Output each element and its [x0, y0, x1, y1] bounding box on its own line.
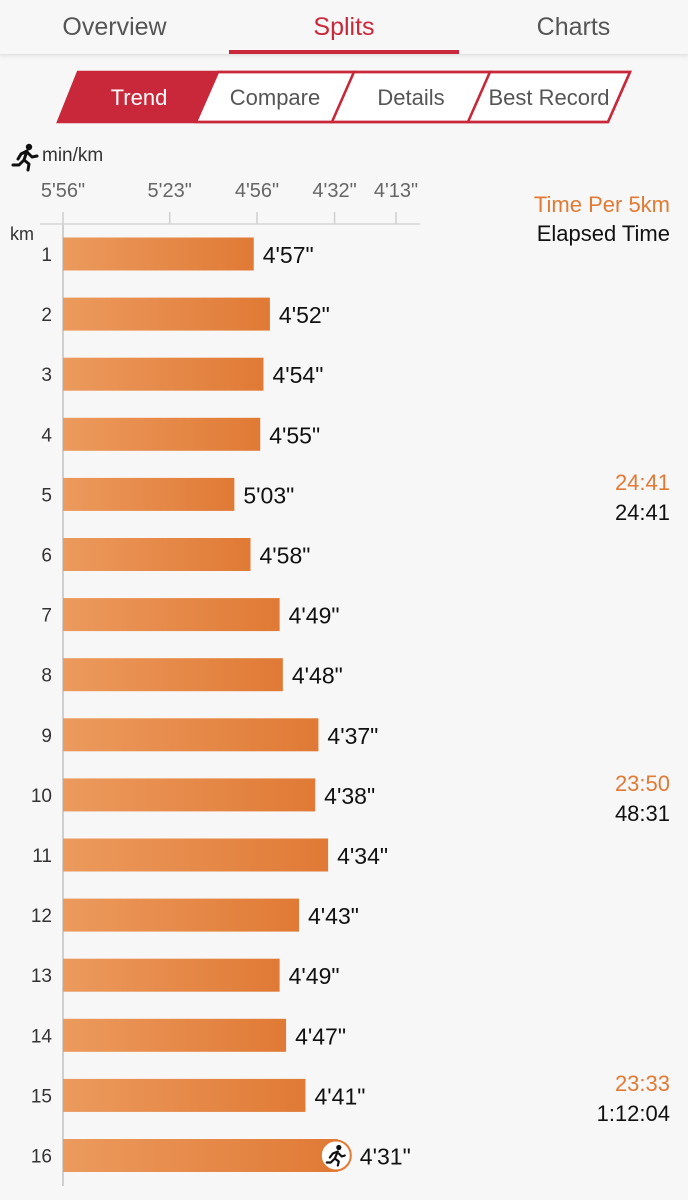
x-tick-label: 4'13": [373, 180, 419, 202]
segmented-control-frame: [56, 70, 632, 124]
pace-value-label: 4'31": [360, 1144, 411, 1170]
tab-splits[interactable]: Splits: [313, 12, 375, 41]
runner-icon: [319, 1139, 352, 1172]
pace-bar[interactable]: [63, 417, 261, 451]
pace-bar[interactable]: [63, 838, 329, 872]
pace-bar[interactable]: [63, 1078, 306, 1112]
pace-bar[interactable]: [63, 898, 300, 932]
pace-value-label: 4'49": [289, 603, 340, 629]
tab-charts[interactable]: Charts: [536, 12, 611, 41]
pace-value-label: 4'41": [314, 1083, 365, 1109]
km-label: 10: [31, 786, 52, 807]
x-tick-label: 5'23": [147, 180, 192, 202]
legend-time-per-5km: Time Per 5km: [533, 192, 670, 217]
pace-bar[interactable]: [63, 718, 319, 752]
km-label: 6: [41, 546, 52, 567]
pace-bar[interactable]: [63, 598, 280, 632]
checkpoint-time-per-5km: 24:41: [614, 470, 670, 496]
x-unit-label: min/km: [42, 145, 104, 166]
pace-bar[interactable]: [63, 237, 254, 271]
pace-value-label: 4'57": [263, 242, 314, 268]
pace-value-label: 4'54": [272, 362, 323, 388]
y-axis-label: km: [10, 224, 34, 244]
checkpoint-time-per-5km: 23:50: [614, 770, 670, 796]
subtab-trend[interactable]: Trend: [110, 85, 168, 110]
legend-elapsed-time: Elapsed Time: [536, 221, 670, 246]
pace-bar[interactable]: [63, 958, 280, 992]
checkpoint-time-per-5km: 23:33: [614, 1071, 670, 1097]
pace-value-label: 4'37": [327, 723, 378, 749]
pace-value-label: 5'03": [243, 482, 294, 508]
km-label: 14: [31, 1026, 53, 1047]
segmented-outline: [56, 70, 632, 124]
km-label: 2: [41, 305, 52, 326]
km-label: 12: [31, 906, 52, 927]
pace-value-label: 4'38": [324, 783, 375, 809]
top-tab-bar: Overview Splits Charts: [0, 0, 688, 55]
pace-value-label: 4'34": [337, 843, 388, 869]
pace-value-label: 4'43": [308, 903, 359, 929]
pace-bar[interactable]: [63, 658, 283, 692]
pace-bar[interactable]: [63, 1018, 287, 1052]
checkpoint-elapsed-time: 1:12:04: [596, 1101, 670, 1127]
pace-bar[interactable]: [63, 538, 251, 571]
km-label: 3: [41, 365, 52, 386]
km-label: 11: [32, 846, 52, 867]
tab-overview[interactable]: Overview: [62, 12, 167, 41]
pace-bar[interactable]: [63, 1139, 338, 1172]
subtab-details[interactable]: Details: [377, 85, 445, 110]
runner-icon: [11, 143, 39, 172]
pace-bar[interactable]: [63, 477, 235, 511]
checkpoint-elapsed-time: 48:31: [614, 800, 670, 826]
km-label: 15: [31, 1086, 52, 1107]
km-label: 4: [41, 425, 52, 446]
km-label: 13: [31, 966, 52, 987]
x-tick-label: 4'56": [234, 180, 280, 202]
pace-value-label: 4'49": [289, 963, 340, 989]
pace-bar[interactable]: [63, 778, 316, 812]
km-label: 9: [41, 726, 52, 747]
pace-value-label: 4'55": [269, 422, 320, 448]
pace-value-label: 4'47": [295, 1023, 346, 1049]
active-tab-indicator: [229, 50, 459, 54]
subtab-compare[interactable]: Compare: [229, 85, 321, 110]
pace-bar[interactable]: [63, 357, 264, 391]
checkpoint-elapsed-time: 24:41: [614, 500, 670, 526]
pace-value-label: 4'58": [260, 543, 311, 569]
km-label: 1: [41, 245, 52, 266]
x-tick-label: 4'32": [312, 180, 357, 202]
subtab-trend-bg: [58, 72, 218, 122]
pace-value-label: 4'52": [279, 302, 330, 328]
x-tick-label: 5'56": [40, 180, 86, 202]
subtab-segmented-control: Trend Compare Details Best Record: [0, 70, 688, 126]
km-label: 16: [31, 1147, 52, 1168]
km-label: 7: [41, 606, 52, 627]
pace-bar[interactable]: [63, 297, 270, 331]
km-label: 5: [41, 485, 52, 506]
pace-value-label: 4'48": [292, 663, 343, 689]
km-label: 8: [41, 666, 52, 687]
subtab-best-record[interactable]: Best Record: [488, 85, 610, 110]
